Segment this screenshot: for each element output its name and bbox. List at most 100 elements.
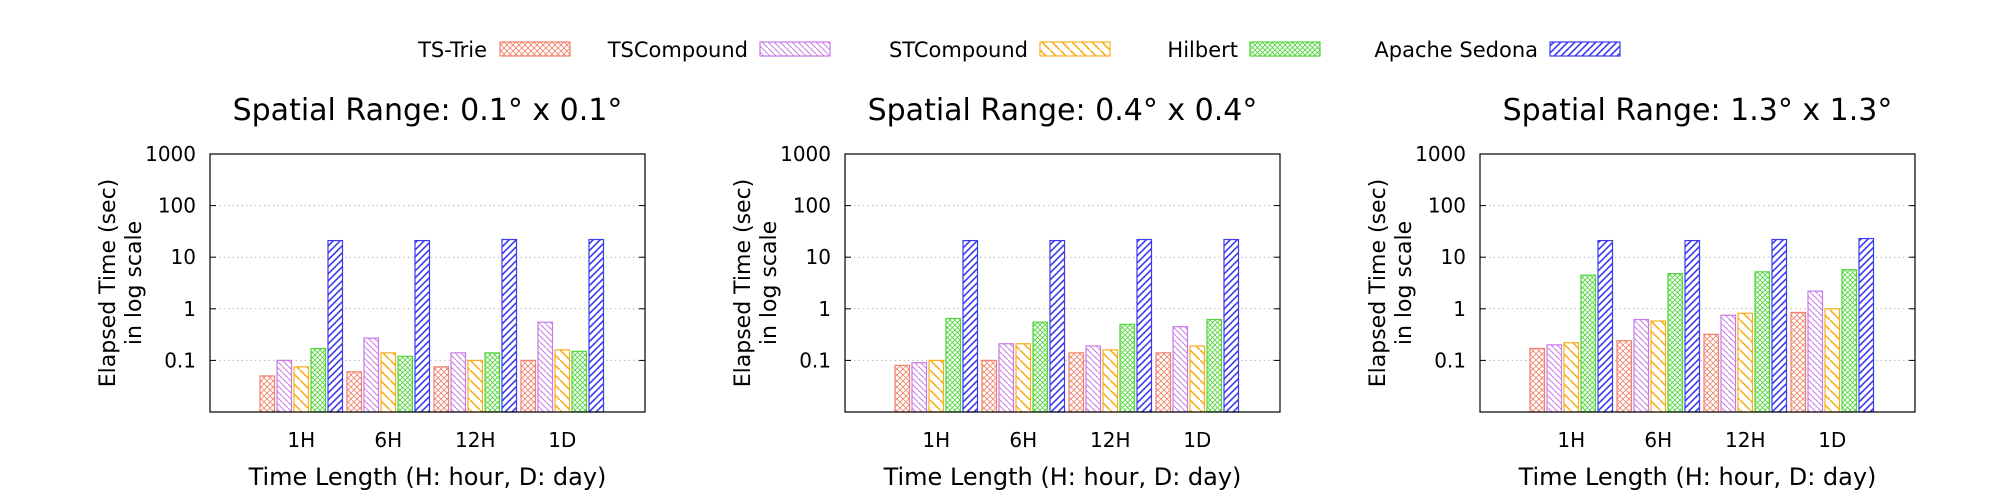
y-axis-label: Elapsed Time (sec)in log scale	[96, 179, 147, 388]
bar-hilbert-1h	[310, 347, 327, 413]
legend-label: Hilbert	[1167, 38, 1238, 62]
chart-title: Spatial Range: 0.4° x 0.4°	[868, 93, 1258, 128]
bar-hilbert-12h	[484, 352, 501, 413]
plot-frame	[1479, 153, 1916, 413]
x-axis-label: Time Length (H: hour, D: day)	[883, 463, 1242, 491]
y-tick-label: 1000	[145, 142, 196, 166]
x-tick-label: 1H	[1557, 428, 1585, 452]
legend-swatch-hilbert	[1249, 41, 1321, 57]
bar-ts-trie-12h	[433, 366, 450, 413]
bar-apache-sedona-6h	[1049, 239, 1066, 413]
x-tick-label: 12H	[1090, 428, 1131, 452]
bar-tscompound-1d	[1807, 290, 1824, 413]
chart-title: Spatial Range: 1.3° x 1.3°	[1503, 93, 1893, 128]
bar-apache-sedona-1d	[588, 238, 605, 413]
bar-hilbert-6h	[1667, 273, 1684, 413]
y-tick-label: 1	[818, 297, 831, 321]
bar-hilbert-12h	[1119, 323, 1136, 413]
bar-ts-trie-1h	[894, 364, 911, 413]
legend: TS-Trie TSCompound STCompound Hilbert Ap…	[417, 38, 1621, 62]
plot-frame	[844, 153, 1281, 413]
bar-stcompound-1d	[1189, 345, 1206, 413]
legend-item-tscompound: TSCompound	[607, 38, 831, 62]
x-tick-label: 1H	[287, 428, 315, 452]
plot-frame	[209, 153, 646, 413]
y-axis-label: Elapsed Time (sec)in log scale	[1366, 179, 1417, 388]
bar-ts-trie-12h	[1703, 333, 1720, 413]
bar-tscompound-6h	[363, 337, 380, 413]
bar-stcompound-12h	[467, 359, 484, 413]
legend-item-stcompound: STCompound	[889, 38, 1111, 62]
bar-tscompound-1h	[911, 362, 928, 413]
x-tick-label: 1H	[922, 428, 950, 452]
legend-swatch-stcompound	[1039, 41, 1111, 57]
bar-tscompound-12h	[1085, 345, 1102, 413]
chart-panels: Spatial Range: 0.1° x 0.1° 0.1 1 10 100 1000 E…	[96, 93, 1916, 491]
y-tick-label: 10	[171, 245, 196, 269]
bar-apache-sedona-1h	[1597, 239, 1614, 413]
chart-title: Spatial Range: 0.1° x 0.1°	[233, 93, 623, 128]
x-tick-label: 6H	[374, 428, 402, 452]
y-tick-label: 100	[793, 194, 831, 218]
bar-hilbert-6h	[1032, 321, 1049, 413]
x-tick-label: 6H	[1644, 428, 1672, 452]
bar-tscompound-1h	[276, 359, 293, 413]
bar-apache-sedona-1h	[962, 239, 979, 413]
bar-apache-sedona-12h	[1771, 238, 1788, 413]
chart-panel-2: Spatial Range: 0.4° x 0.4° 0.1 1 10 100 1000 E…	[731, 93, 1281, 491]
bar-tscompound-1d	[537, 321, 554, 413]
bar-ts-trie-1h	[1529, 347, 1546, 413]
x-tick-label: 12H	[1725, 428, 1766, 452]
bar-hilbert-1d	[571, 350, 588, 413]
bar-hilbert-1h	[1580, 274, 1597, 413]
legend-label: Apache Sedona	[1374, 38, 1538, 62]
legend-swatch-ts-trie	[499, 41, 571, 57]
bar-ts-trie-1d	[520, 359, 537, 413]
y-tick-label: 100	[1428, 194, 1466, 218]
y-tick-label: 10	[806, 245, 831, 269]
bar-stcompound-1h	[1563, 342, 1580, 413]
y-tick-label: 100	[158, 194, 196, 218]
bar-apache-sedona-1d	[1223, 238, 1240, 413]
legend-swatch-apache-sedona	[1549, 41, 1621, 57]
bar-stcompound-1d	[554, 349, 571, 413]
legend-label: STCompound	[889, 38, 1028, 62]
bar-apache-sedona-6h	[414, 239, 431, 413]
x-tick-label: 1D	[1818, 428, 1846, 452]
y-tick-label: 1	[183, 297, 196, 321]
y-tick-label: 0.1	[164, 348, 196, 372]
x-axis-label: Time Length (H: hour, D: day)	[1518, 463, 1877, 491]
y-tick-label: 0.1	[1434, 348, 1466, 372]
bar-ts-trie-6h	[346, 371, 363, 413]
x-tick-label: 1D	[548, 428, 576, 452]
bar-hilbert-1d	[1206, 318, 1223, 413]
chart-panel-3: Spatial Range: 1.3° x 1.3° 0.1 1 10 100 1000 E…	[1366, 93, 1916, 491]
bar-ts-trie-1d	[1790, 311, 1807, 413]
legend-item-ts-trie: TS-Trie	[417, 38, 571, 62]
bar-hilbert-1d	[1841, 269, 1858, 413]
bar-hilbert-1h	[945, 317, 962, 413]
bar-ts-trie-6h	[1616, 340, 1633, 413]
bar-tscompound-6h	[998, 343, 1015, 413]
bar-apache-sedona-1d	[1858, 237, 1875, 413]
legend-label: TS-Trie	[417, 38, 487, 62]
legend-swatch-tscompound	[759, 41, 831, 57]
legend-item-hilbert: Hilbert	[1167, 38, 1321, 62]
x-tick-label: 12H	[455, 428, 496, 452]
bar-apache-sedona-1h	[327, 239, 344, 413]
y-tick-label: 1000	[1415, 142, 1466, 166]
bar-stcompound-6h	[1650, 320, 1667, 413]
y-tick-label: 1	[1453, 297, 1466, 321]
bar-tscompound-6h	[1633, 318, 1650, 413]
y-tick-label: 0.1	[799, 348, 831, 372]
bar-tscompound-12h	[450, 352, 467, 413]
bar-stcompound-1d	[1824, 308, 1841, 413]
bar-stcompound-1h	[928, 359, 945, 413]
x-axis-label: Time Length (H: hour, D: day)	[248, 463, 607, 491]
bar-ts-trie-12h	[1068, 352, 1085, 413]
y-axis-label: Elapsed Time (sec)in log scale	[731, 179, 782, 388]
bar-ts-trie-1h	[259, 375, 276, 413]
bar-stcompound-12h	[1737, 312, 1754, 413]
x-tick-label: 6H	[1009, 428, 1037, 452]
